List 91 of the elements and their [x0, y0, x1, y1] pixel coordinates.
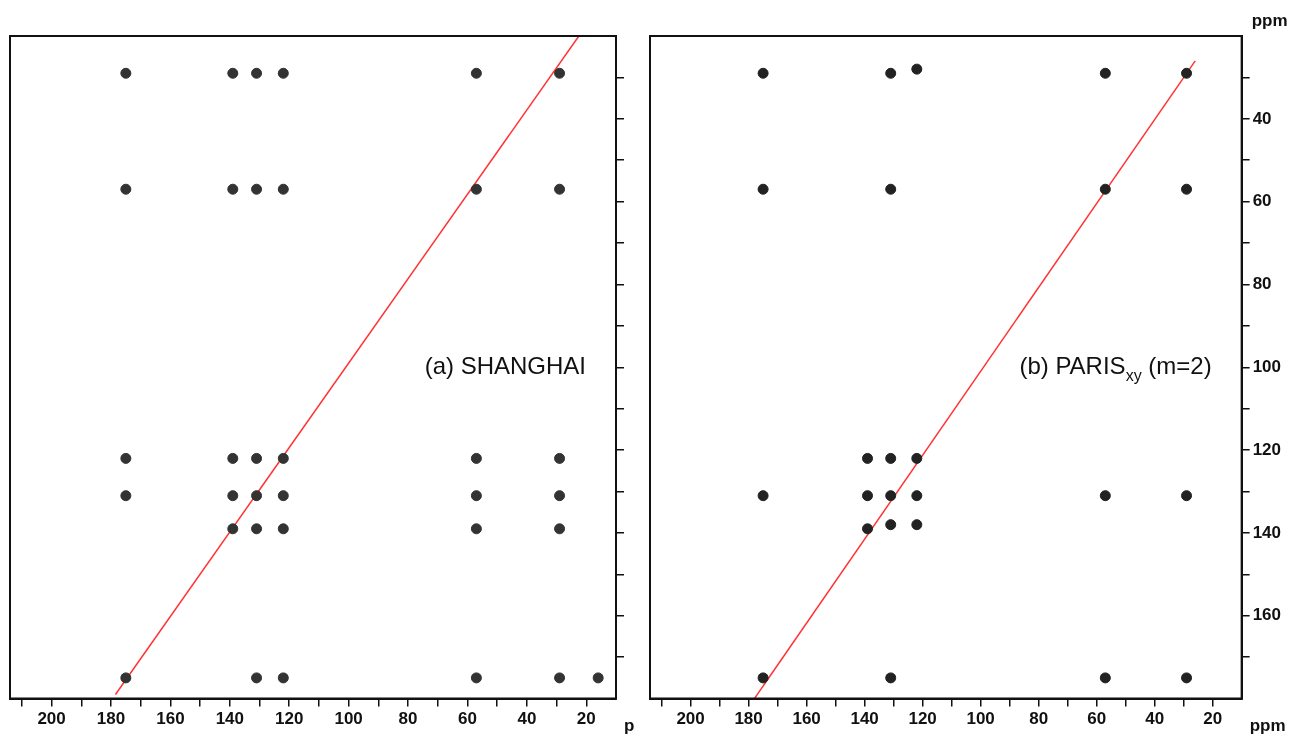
x-tick-label: 40 [1145, 709, 1165, 729]
point [120, 672, 132, 684]
point [227, 490, 239, 502]
point [554, 490, 566, 502]
x-tick-label: 100 [334, 709, 363, 729]
point [277, 672, 289, 684]
point [251, 67, 263, 79]
point [251, 183, 263, 195]
point [885, 519, 897, 531]
point [862, 523, 874, 535]
x-tick-label: 140 [215, 709, 245, 729]
point [277, 183, 289, 195]
point [470, 67, 482, 79]
point [757, 490, 769, 502]
point [277, 523, 289, 535]
point [1099, 67, 1111, 79]
x-tick-label: 40 [517, 709, 537, 729]
point [554, 67, 566, 79]
point [251, 672, 263, 684]
point [1099, 490, 1111, 502]
point [251, 490, 263, 502]
x-axis-title: p [624, 716, 635, 736]
point [470, 452, 482, 464]
point [554, 183, 566, 195]
point [470, 523, 482, 535]
point [911, 519, 923, 531]
point [862, 452, 874, 464]
point [911, 490, 923, 502]
x-tick-label: 60 [458, 709, 477, 729]
x-tick-label: 200 [676, 709, 705, 729]
y-tick-label: 40 [1252, 108, 1272, 128]
point [227, 183, 239, 195]
x-tick-label: 120 [275, 709, 304, 729]
point [227, 523, 239, 535]
point [470, 490, 482, 502]
x-axis-title: ppm [1249, 716, 1286, 736]
point [911, 63, 923, 75]
point [277, 452, 289, 464]
point [885, 672, 897, 684]
point [592, 672, 604, 684]
point [470, 672, 482, 684]
point [227, 67, 239, 79]
point [1099, 183, 1111, 195]
point [757, 67, 769, 79]
point [120, 183, 132, 195]
point [885, 183, 897, 195]
point [120, 452, 132, 464]
point [1181, 672, 1193, 684]
y-tick-label: 120 [1252, 439, 1282, 459]
point [1099, 672, 1111, 684]
point [120, 490, 132, 502]
x-tick-label: 120 [908, 709, 937, 729]
point [885, 490, 897, 502]
y-tick-label: 160 [1252, 605, 1282, 625]
point [470, 183, 482, 195]
point [554, 672, 566, 684]
x-tick-label: 80 [398, 709, 418, 729]
point [885, 67, 897, 79]
point [251, 452, 263, 464]
x-tick-label: 20 [1203, 709, 1223, 729]
y-tick-label: 100 [1252, 356, 1282, 376]
point [1181, 183, 1193, 195]
point [277, 67, 289, 79]
point [885, 452, 897, 464]
x-tick-label: 20 [576, 709, 596, 729]
point [757, 672, 769, 684]
point [554, 523, 566, 535]
point [862, 490, 874, 502]
annotation: (a) SHANGHAI [424, 351, 586, 379]
x-tick-label: 60 [1087, 709, 1107, 729]
x-tick-label: 180 [96, 709, 126, 729]
point [1181, 67, 1193, 79]
y-tick-label: 80 [1252, 274, 1272, 294]
x-tick-label: 160 [792, 709, 821, 729]
point [251, 523, 263, 535]
point [277, 490, 289, 502]
point [757, 183, 769, 195]
x-tick-label: 180 [734, 709, 763, 729]
point [1181, 490, 1193, 502]
x-tick-label: 200 [37, 709, 66, 729]
y-tick-label: 140 [1252, 522, 1282, 542]
x-tick-label: 80 [1029, 709, 1049, 729]
y-axis-title: ppm [1251, 11, 1288, 30]
point [227, 452, 239, 464]
x-tick-label: 140 [850, 709, 879, 729]
y-tick-label: 60 [1252, 191, 1272, 211]
point [554, 452, 566, 464]
x-tick-label: 100 [966, 709, 995, 729]
point [120, 67, 132, 79]
x-tick-label: 160 [156, 709, 185, 729]
point [911, 452, 923, 464]
